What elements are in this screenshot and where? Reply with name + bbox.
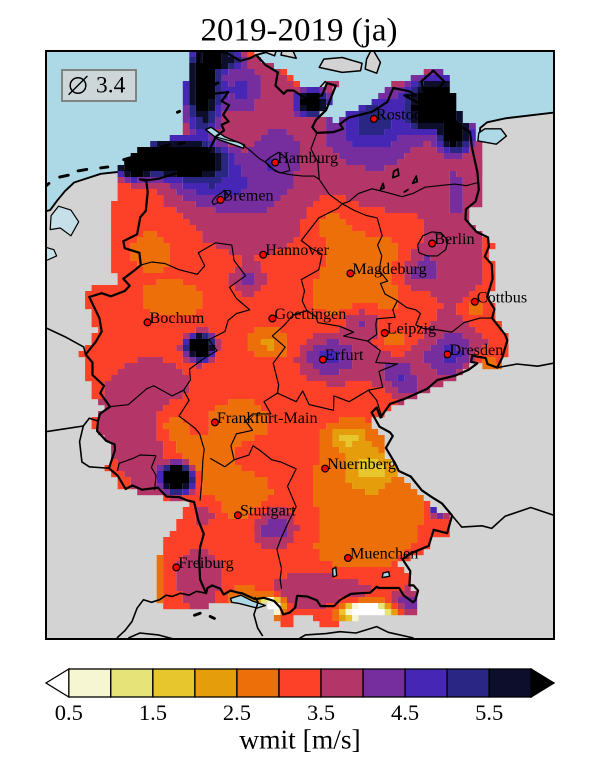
- svg-text:0.5: 0.5: [55, 700, 83, 725]
- svg-text:Dresden: Dresden: [449, 341, 503, 359]
- svg-text:Nuernberg: Nuernberg: [327, 455, 396, 473]
- svg-text:4.5: 4.5: [391, 700, 419, 725]
- svg-text:Bremen: Bremen: [222, 186, 273, 204]
- svg-text:Hamburg: Hamburg: [277, 149, 338, 167]
- svg-text:Erfurt: Erfurt: [325, 346, 364, 364]
- svg-text:5.5: 5.5: [475, 700, 503, 725]
- svg-text:Stuttgart: Stuttgart: [240, 502, 296, 520]
- svg-text:Hannover: Hannover: [265, 241, 329, 259]
- svg-text:1.5: 1.5: [139, 700, 167, 725]
- svg-text:Leipzig: Leipzig: [387, 320, 436, 338]
- svg-text:2019-2019 (ja): 2019-2019 (ja): [200, 13, 397, 49]
- svg-text:2.5: 2.5: [223, 700, 251, 725]
- svg-text:Goettingen: Goettingen: [274, 305, 346, 323]
- svg-text:wmit [m/s]: wmit [m/s]: [239, 724, 360, 755]
- svg-text:Berlin: Berlin: [434, 230, 474, 248]
- svg-text:3.4: 3.4: [96, 73, 126, 99]
- svg-text:3.5: 3.5: [307, 700, 335, 725]
- svg-text:Magdeburg: Magdeburg: [352, 260, 426, 278]
- svg-text:Muenchen: Muenchen: [350, 545, 418, 563]
- svg-text:Cottbus: Cottbus: [477, 288, 527, 306]
- svg-text:Bochum: Bochum: [150, 309, 205, 327]
- svg-text:Frankfurt-Main: Frankfurt-Main: [217, 409, 318, 427]
- svg-text:Rostock: Rostock: [376, 105, 430, 123]
- svg-text:Freiburg: Freiburg: [178, 554, 233, 572]
